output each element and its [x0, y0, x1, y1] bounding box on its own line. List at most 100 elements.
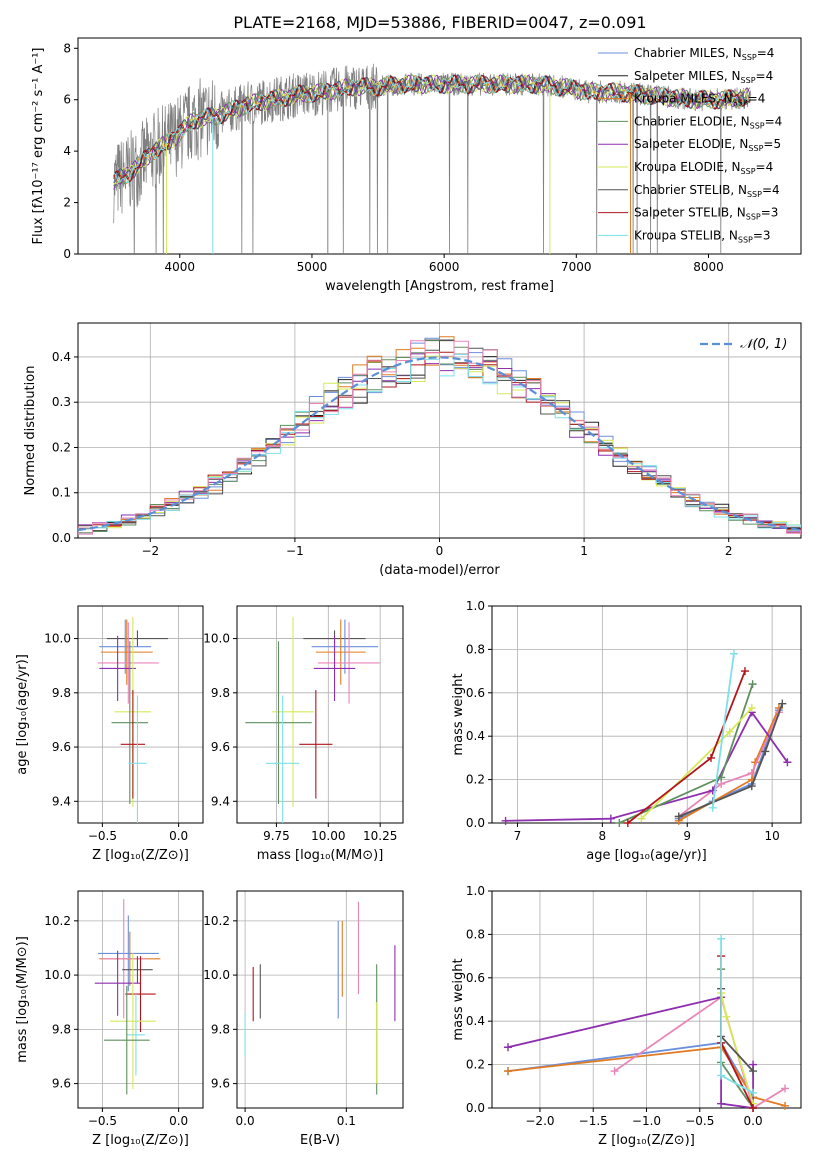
y-tick-label: 0.2 [466, 773, 485, 787]
residual-histogram [78, 340, 801, 535]
x-axis-label: (data-model)/error [379, 563, 500, 578]
weight-marker [747, 703, 756, 712]
legend-label: Kroupa STELIB, NSSP=3 [634, 228, 771, 244]
y-tick-label: 0.6 [466, 971, 485, 985]
y-tick-label: 10.0 [203, 968, 230, 982]
y-tick-label: 0.6 [466, 686, 485, 700]
legend-label: Salpeter MILES, NSSP=4 [634, 69, 773, 85]
x-tick-label: 9 [683, 829, 691, 843]
y-tick-label: 9.6 [211, 1077, 230, 1091]
axes-frame [236, 605, 404, 824]
x-axis-label: Z [log₁₀(Z/Z⊙)] [92, 1133, 189, 1148]
weight-line [720, 992, 754, 1104]
y-tick-label: 8 [63, 41, 71, 55]
age_vs_Z-axes: −0.5 0.0 9.4 9.6 9.8 10.0 Z [log₁₀(Z/Z⊙)] age [… [15, 605, 204, 863]
y-axis-label: age [log₁₀(age/yr)] [15, 654, 30, 775]
weight-marker [781, 1084, 790, 1093]
weight-line [505, 710, 789, 822]
weight-marker [783, 758, 792, 767]
weight-marker [674, 812, 683, 821]
x-tick-label: −2 [141, 544, 159, 558]
spectrum-model-line [113, 74, 751, 182]
weight-marker [717, 1099, 726, 1108]
x-tick-label: 7000 [561, 260, 592, 274]
y-tick-label: 1.0 [466, 599, 485, 613]
y-tick-label: 9.4 [211, 794, 230, 808]
y-tick-label: 1.0 [466, 884, 485, 898]
age_vs_mass-axes: 9.75 10.00 10.25 9.4 9.6 9.8 10.0 mass [log₁₀(M… [203, 605, 404, 863]
weight-marker [749, 1067, 758, 1076]
x-tick-label: 1 [580, 544, 588, 558]
y-tick-label: 10.2 [44, 914, 71, 928]
weight-line [507, 1041, 754, 1098]
y-tick-label: 0.3 [52, 395, 71, 409]
weight-marker [722, 1012, 731, 1021]
x-tick-label: 2 [725, 544, 733, 558]
y-tick-label: 9.6 [211, 740, 230, 754]
y-tick-label: 9.4 [52, 794, 71, 808]
x-tick-label: 0.0 [744, 1114, 763, 1128]
x-tick-label: 9.75 [263, 829, 290, 843]
y-tick-label: 0.1 [52, 486, 71, 500]
y-tick-label: 0.0 [52, 531, 71, 545]
y-tick-label: 0.4 [52, 350, 71, 364]
y-tick-label: 4 [63, 144, 71, 158]
weight-marker [747, 769, 756, 778]
y-tick-label: 9.8 [211, 686, 230, 700]
y-axis-label: Flux [fλ10⁻¹⁷ erg cm⁻² s⁻¹ A⁻¹] [31, 48, 46, 245]
weight-line [720, 988, 754, 1072]
weight-marker [623, 819, 632, 827]
x-tick-label: 4000 [165, 260, 196, 274]
x-axis-label: wavelength [Angstrom, rest frame] [325, 279, 554, 294]
x-tick-label: −1.0 [632, 1114, 661, 1128]
weight-marker [501, 816, 510, 825]
weight-marker [749, 1088, 758, 1097]
x-tick-label: 6000 [429, 260, 460, 274]
weight_vs_age-axes: 7 8 9 10 0.0 0.2 0.4 0.6 0.8 1.0 age [log₁₀(age/yr… [451, 599, 802, 863]
x-tick-label: 8 [599, 829, 607, 843]
weight-line [678, 711, 780, 818]
y-axis-label: mass [log₁₀(M/M⊙)] [15, 936, 30, 1063]
legend-label: Salpeter STELIB, NSSP=3 [634, 206, 778, 222]
legend-label: Kroupa ELODIE, NSSP=4 [634, 160, 773, 176]
weight-marker [761, 747, 770, 756]
x-tick-label: 0.0 [236, 1114, 255, 1128]
x-tick-label: 0.1 [337, 1114, 356, 1128]
weight-line [678, 703, 784, 818]
y-axis-label: mass weight [451, 673, 466, 755]
x-tick-label: −0.5 [88, 1114, 117, 1128]
y-tick-label: 0.4 [466, 729, 485, 743]
y-tick-label: 0.0 [466, 1101, 485, 1115]
weight-line [678, 709, 780, 820]
weight-marker [729, 649, 738, 658]
figure-title: PLATE=2168, MJD=53886, FIBERID=0047, z=0… [233, 13, 646, 32]
residuals-axes: −2 −1 0 1 2 0.0 0.1 0.2 0.3 0.4 (data-model)/error… [23, 322, 802, 578]
weight-marker [503, 1043, 512, 1052]
y-tick-label: 9.6 [52, 1077, 71, 1091]
y-axis-label: mass weight [451, 958, 466, 1040]
weight-marker [637, 814, 646, 823]
x-tick-label: 0.0 [169, 1114, 188, 1128]
weight-marker [615, 819, 624, 827]
spectrum-model-line [113, 74, 751, 184]
x-tick-label: 8000 [693, 260, 724, 274]
x-axis-label: age [log₁₀(age/yr)] [586, 848, 707, 863]
axes-frame [77, 37, 802, 255]
y-tick-label: 0 [63, 247, 71, 261]
weight-marker [708, 803, 717, 812]
y-tick-label: 10.0 [203, 632, 230, 646]
y-tick-label: 0.4 [466, 1014, 485, 1028]
axes-frame [77, 605, 204, 824]
x-tick-label: 10 [764, 829, 779, 843]
spectrum-model-line [113, 74, 751, 183]
x-tick-label: 5000 [297, 260, 328, 274]
legend-label: Salpeter ELODIE, NSSP=5 [634, 137, 781, 153]
y-tick-label: 6 [63, 93, 71, 107]
weight-line [507, 1046, 786, 1107]
y-tick-label: 10.2 [203, 914, 230, 928]
spectrum-model-line [113, 74, 751, 190]
weight-marker [747, 782, 756, 791]
y-axis-label: Normed distribution [23, 366, 38, 496]
weight-line [627, 670, 746, 823]
